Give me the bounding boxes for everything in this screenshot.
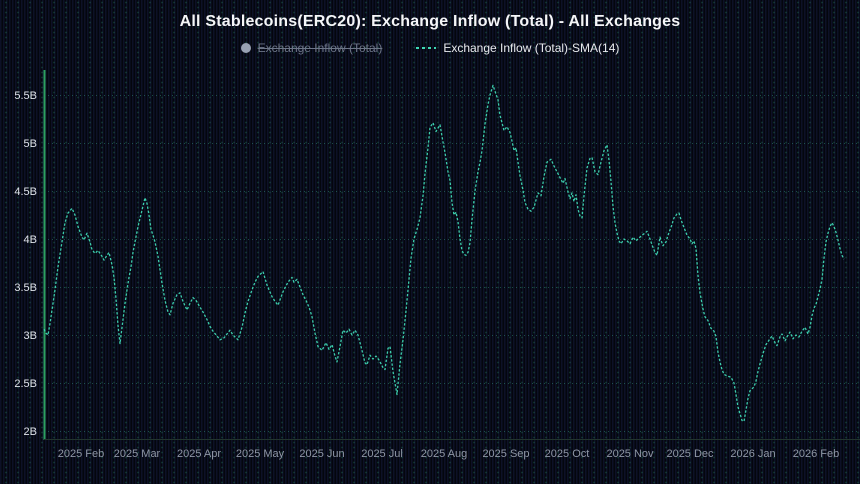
x-tick-label: 2025 Apr (177, 448, 221, 460)
x-tick-label: 2025 May (236, 448, 285, 460)
y-tick-label: 5.5B (14, 90, 37, 102)
x-tick-label: 2026 Feb (793, 448, 839, 460)
sma-line-series (43, 84, 845, 423)
x-tick-label: 2025 Sep (482, 448, 529, 460)
x-tick-label: 2025 Jul (361, 448, 403, 460)
x-tick-label: 2025 Aug (421, 448, 468, 460)
chart-title: All Stablecoins(ERC20): Exchange Inflow … (179, 13, 681, 30)
legend-label-active: Exchange Inflow (Total)-SMA(14) (443, 41, 620, 55)
y-tick-label: 2.5B (14, 378, 37, 390)
x-tick-label: 2025 Dec (666, 448, 714, 460)
legend-label-disabled: Exchange Inflow (Total) (257, 41, 383, 55)
x-tick-label: 2025 Mar (114, 448, 161, 460)
y-tick-label: 4B (24, 234, 37, 246)
y-tick-label: 4.5B (14, 186, 37, 198)
x-tick-label: 2025 Feb (58, 448, 104, 460)
legend: Exchange Inflow (Total) Exchange Inflow … (0, 41, 860, 55)
x-tick-label: 2026 Jan (730, 448, 775, 460)
x-tick-label: 2025 Oct (545, 448, 590, 460)
y-tick-label: 3.5B (14, 282, 37, 294)
dashed-line-marker-icon (416, 47, 437, 49)
legend-item-exchange-inflow-total[interactable]: Exchange Inflow (Total) (240, 41, 383, 55)
circle-marker-icon (240, 43, 251, 53)
y-tick-label: 3B (24, 330, 37, 342)
x-tick-label: 2025 Nov (606, 448, 654, 460)
legend-item-exchange-inflow-sma14[interactable]: Exchange Inflow (Total)-SMA(14) (416, 41, 619, 55)
y-tick-label: 2B (24, 426, 37, 438)
x-tick-label: 2025 Jun (299, 448, 344, 460)
y-tick-label: 5B (24, 138, 37, 150)
